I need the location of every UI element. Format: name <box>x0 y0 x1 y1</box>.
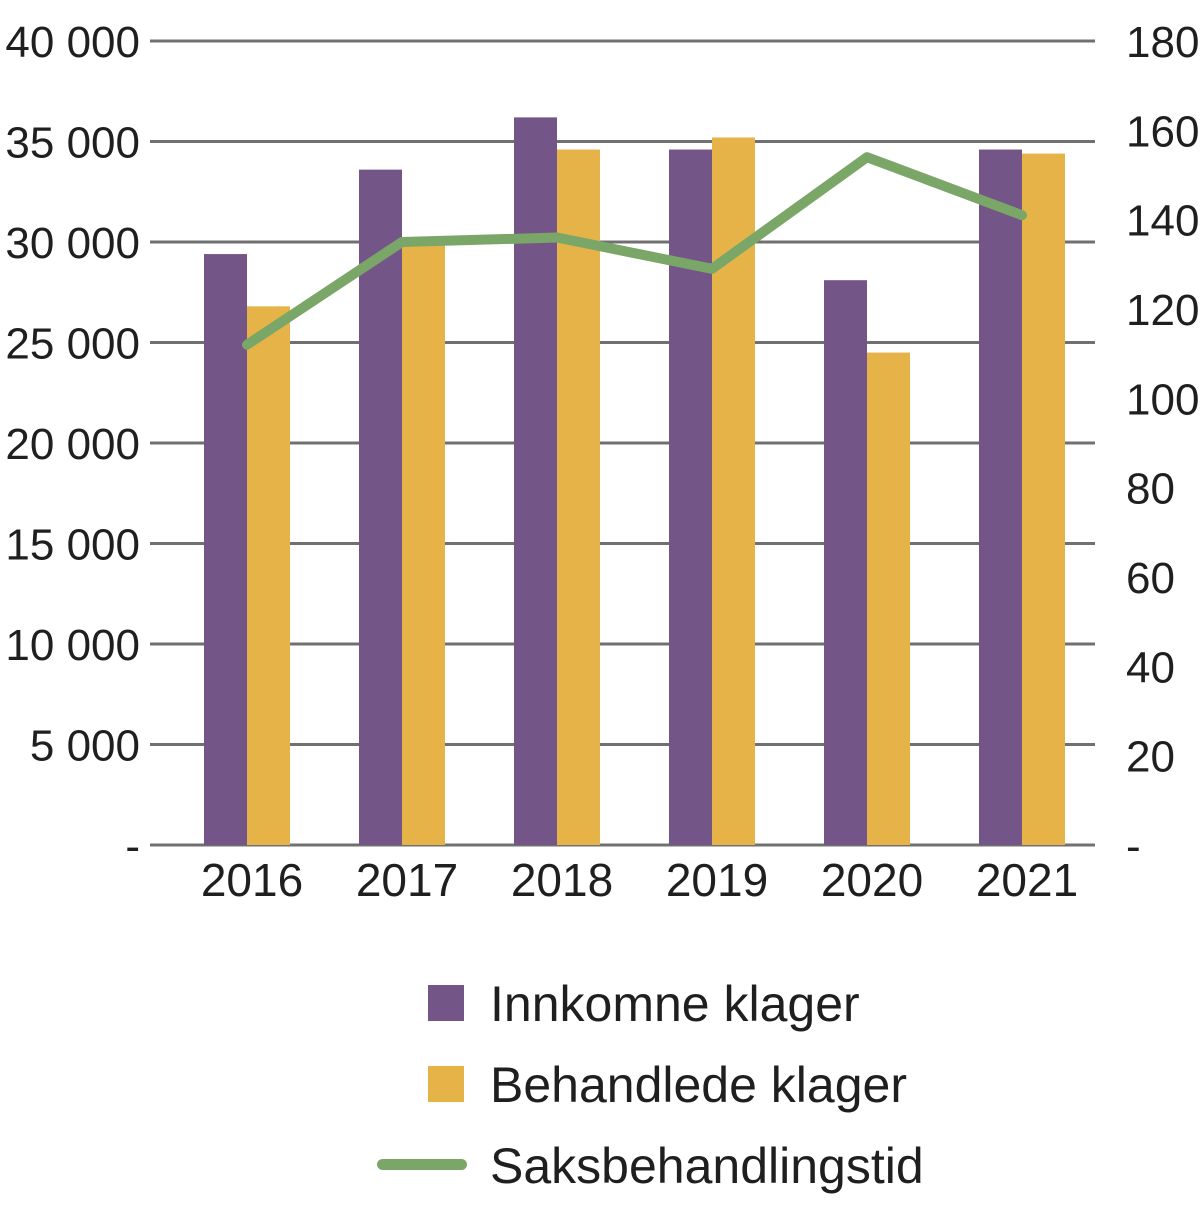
left-axis-tick-5000: 5 000 <box>30 722 140 771</box>
bar-innkomne-2020 <box>824 280 867 845</box>
right-axis-tick-180: 180 <box>1126 18 1199 67</box>
bar-behandlede-2020 <box>867 352 910 845</box>
right-axis-tick-100: 100 <box>1126 375 1199 424</box>
right-axis-tick-140: 140 <box>1126 197 1199 246</box>
bar-innkomne-2016 <box>204 254 247 845</box>
chart-legend: Innkomne klager Behandlede klager Saksbe… <box>377 962 924 1205</box>
bar-behandlede-2017 <box>402 244 445 845</box>
bar-behandlede-2021 <box>1022 153 1065 845</box>
right-axis-tick-160: 160 <box>1126 107 1199 156</box>
bar-innkomne-2017 <box>359 169 402 845</box>
right-axis-tick-0: - <box>1126 822 1141 871</box>
left-axis-tick-20000: 20 000 <box>5 420 140 469</box>
legend-label: Saksbehandlingstid <box>490 1137 924 1194</box>
right-axis-tick-20: 20 <box>1126 733 1175 782</box>
behandlede-klager-swatch-icon <box>428 1065 464 1102</box>
legend-item-saksbehandlingstid: Saksbehandlingstid <box>377 1124 924 1205</box>
left-axis-tick-10000: 10 000 <box>5 621 140 670</box>
bar-innkomne-2019 <box>669 149 712 846</box>
left-axis-tick-30000: 30 000 <box>5 219 140 268</box>
bar-innkomne-2021 <box>979 149 1022 846</box>
x-axis-label-2018: 2018 <box>511 854 613 906</box>
left-axis-tick-0: - <box>125 822 140 871</box>
legend-item-innkomne-klager: Innkomne klager <box>377 962 924 1043</box>
left-axis-tick-25000: 25 000 <box>5 320 140 369</box>
x-axis-label-2016: 2016 <box>201 854 303 906</box>
legend-label: Innkomne klager <box>490 975 860 1032</box>
right-axis-tick-120: 120 <box>1126 286 1199 335</box>
right-axis-tick-40: 40 <box>1126 643 1175 692</box>
right-axis-tick-80: 80 <box>1126 465 1175 514</box>
line-saksbehandlingstid <box>242 152 1027 350</box>
x-axis-label-2017: 2017 <box>356 854 458 906</box>
bar-behandlede-2016 <box>247 306 290 845</box>
x-axis-label-2020: 2020 <box>821 854 923 906</box>
left-axis-tick-15000: 15 000 <box>5 521 140 570</box>
left-axis-tick-35000: 35 000 <box>5 119 140 168</box>
x-axis-label-2021: 2021 <box>976 854 1078 906</box>
left-axis-tick-40000: 40 000 <box>5 18 140 67</box>
innkomne-klager-swatch-icon <box>428 984 464 1021</box>
bar-innkomne-2018 <box>514 117 557 845</box>
bar-behandlede-2018 <box>557 149 600 846</box>
right-axis-tick-60: 60 <box>1126 554 1175 603</box>
legend-item-behandlede-klager: Behandlede klager <box>377 1043 924 1124</box>
legend-label: Behandlede klager <box>490 1056 907 1113</box>
saksbehandlingstid-line-swatch-icon <box>377 1159 467 1170</box>
x-axis-label-2019: 2019 <box>666 854 768 906</box>
